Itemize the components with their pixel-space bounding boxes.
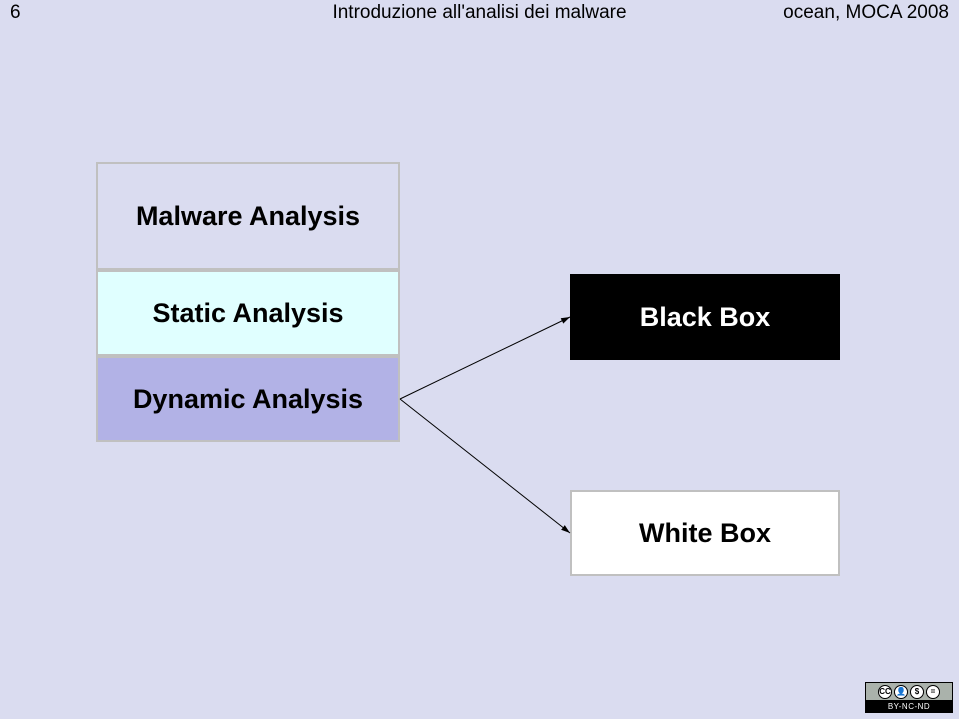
box-black-label: Black Box [640, 302, 771, 333]
box-static-analysis: Static Analysis [96, 270, 400, 356]
by-icon: 👤 [894, 685, 908, 699]
header-right: ocean, MOCA 2008 [783, 2, 949, 24]
page-number: 6 [10, 2, 21, 24]
box-malware-analysis: Malware Analysis [96, 162, 400, 270]
slide-header: 6 Introduzione all'analisi dei malware o… [0, 0, 959, 26]
header-title: Introduzione all'analisi dei malware [332, 2, 626, 24]
box-static-label: Static Analysis [152, 298, 343, 329]
arrow-line-2 [400, 399, 570, 533]
box-malware-label: Malware Analysis [136, 201, 360, 232]
box-black-box: Black Box [570, 274, 840, 360]
license-bottom: BY-NC-ND [866, 700, 952, 712]
nd-icon: = [926, 685, 940, 699]
nc-icon: $ [910, 685, 924, 699]
box-white-box: White Box [570, 490, 840, 576]
box-white-label: White Box [639, 518, 771, 549]
cc-icon: CC [878, 685, 892, 699]
box-dynamic-label: Dynamic Analysis [133, 384, 363, 415]
box-dynamic-analysis: Dynamic Analysis [96, 356, 400, 442]
arrow-line-1 [400, 317, 570, 399]
license-top: CC 👤 $ = [866, 683, 952, 700]
slide: 6 Introduzione all'analisi dei malware o… [0, 0, 959, 719]
license-badge: CC 👤 $ = BY-NC-ND [865, 682, 953, 713]
